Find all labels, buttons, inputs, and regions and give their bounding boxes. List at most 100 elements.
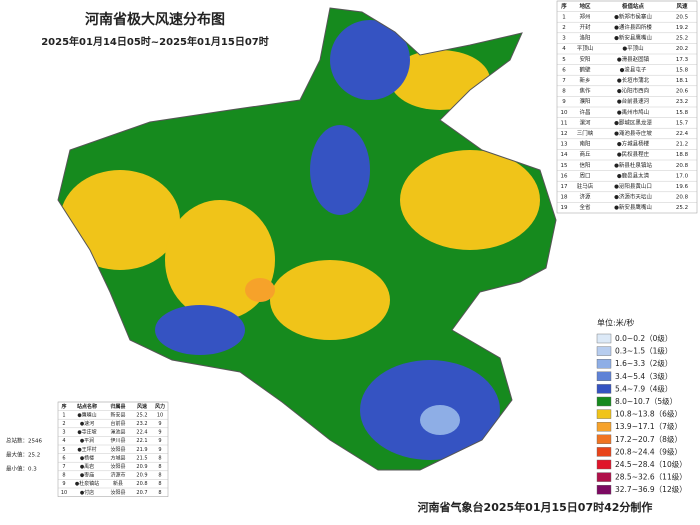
legend-swatch <box>596 459 612 470</box>
table-cell: 洛阳 <box>579 34 590 42</box>
table-cell: 17.3 <box>676 57 689 63</box>
table-cell: 23.2 <box>136 421 147 427</box>
table-cell: 新安县 <box>110 411 125 418</box>
table-cell: 周口 <box>579 172 590 179</box>
table-header: 序 <box>560 2 567 10</box>
table-cell: 22.4 <box>676 131 689 137</box>
table-cell: 10 <box>157 412 163 418</box>
table-cell: 6 <box>562 67 566 73</box>
table-cell: 25.2 <box>136 412 147 418</box>
table-cell: 20.8 <box>136 481 147 487</box>
table-cell: 南阳 <box>579 140 590 148</box>
table-cell: 6 <box>62 455 65 461</box>
table-cell: 1 <box>62 412 65 418</box>
table-cell: 焦作 <box>579 87 591 95</box>
table-cell: 20.7 <box>136 490 147 496</box>
table-cell: 20.9 <box>136 473 147 479</box>
table-cell: 5 <box>62 447 65 453</box>
station-table: 序 站点名称 归属县 风速 风力 1 ●鹰嘴山 新安县 25.2 10 2 ●速河 台前县 23.2 9 3 ●… <box>57 401 169 497</box>
table-cell: 济源 <box>579 193 591 201</box>
table-cell: 9 <box>62 481 65 487</box>
table-header: 序 <box>60 403 66 410</box>
table-cell: 15.8 <box>676 110 689 116</box>
table-cell: 方城县 <box>110 454 125 461</box>
table-cell: 16 <box>561 173 568 179</box>
table-cell: 漯河 <box>579 118 591 126</box>
table-cell: 8 <box>158 481 161 487</box>
legend-label: 0.0~0.2（0级） <box>615 333 672 343</box>
table-cell: 8 <box>158 464 161 470</box>
table-cell: 汝阳县 <box>110 489 125 496</box>
table-cell: ●枣庙 <box>80 472 94 479</box>
table-cell: 三门峡 <box>577 129 594 137</box>
table-cell: 2 <box>562 25 566 31</box>
table-cell: 10 <box>561 110 568 116</box>
table-cell: 18.8 <box>676 152 689 158</box>
table-cell: ●平顶山 <box>622 44 643 52</box>
stats: 总站数：2546 最大值：25.2 最小值：0.3 <box>6 437 42 473</box>
table-cell: 22.4 <box>136 430 147 436</box>
table-cell: 18.1 <box>676 78 688 84</box>
legend-label: 20.8~24.4（9级） <box>615 446 682 456</box>
table-cell: 22.1 <box>136 438 147 444</box>
table-cell: ●速河 <box>80 420 94 427</box>
legend-swatch <box>596 434 612 444</box>
table-cell: 19.2 <box>676 25 688 31</box>
table-cell: 新县 <box>113 480 123 487</box>
legend-swatch <box>596 359 612 369</box>
subtitle: 2025年01月14日05时~2025年01月15日07时 <box>41 35 269 48</box>
table-cell: 15 <box>561 163 568 169</box>
table-cell: 信阳 <box>579 161 590 169</box>
table-cell: 8 <box>158 490 161 496</box>
table-cell: 9 <box>158 430 161 436</box>
table-cell: 17 <box>561 184 568 190</box>
table-cell: 渑池县 <box>110 429 125 436</box>
stat: 最小值：0.3 <box>6 465 37 473</box>
table-cell: 安阳 <box>579 55 590 63</box>
table-cell: 1 <box>562 14 566 20</box>
table-cell: 2 <box>62 421 65 427</box>
table-cell: 济源市 <box>110 472 125 479</box>
table-cell: ●浚县屯子 <box>620 65 647 73</box>
table-cell: 郑州 <box>579 12 590 20</box>
legend-swatch <box>596 409 612 419</box>
table-cell: ●寺庄坡 <box>77 429 96 436</box>
legend-swatch <box>596 396 612 407</box>
table-cell: 12 <box>561 131 568 137</box>
province-outline <box>57 7 557 471</box>
table-cell: 13 <box>561 142 568 148</box>
table-cell: ●渑池县寺庄坡 <box>614 129 652 137</box>
table-header: 风速 <box>676 2 688 10</box>
table-cell: 9 <box>158 447 161 453</box>
table-cell: 17.0 <box>676 173 689 179</box>
table-cell: 21.2 <box>676 142 688 148</box>
table-cell: ●鹰嘴山 <box>77 411 96 418</box>
table-cell: ●台前县速河 <box>617 97 650 105</box>
table-cell: 许昌 <box>579 108 590 116</box>
legend-label: 28.5~32.6（11级） <box>615 472 687 482</box>
table-cell: ●新郑市侯寨山 <box>614 12 652 20</box>
table-cell: 15.8 <box>676 67 689 73</box>
table-cell: ●王坪村 <box>77 446 96 453</box>
legend-swatch <box>596 485 612 495</box>
table-cell: 商丘 <box>579 150 591 158</box>
legend-label: 10.8~13.8（6级） <box>615 409 682 419</box>
table-cell: 台前县 <box>110 420 125 427</box>
table-cell: ●长垣市蒲北 <box>617 76 650 84</box>
city-table: 序 地区 极值站点 风速 1 郑州 ●新郑市侯寨山 20.5 2 开封 ●通许县四所楼 19.2 3 洛阳… <box>556 0 698 214</box>
table-cell: 5 <box>562 57 566 63</box>
table-cell: ●民权县程庄 <box>617 150 650 158</box>
table-cell: 3 <box>62 430 65 436</box>
table-header: 站点名称 <box>77 403 97 410</box>
legend-label: 5.4~7.9（4级） <box>615 383 672 393</box>
table-cell: 开封 <box>579 23 591 31</box>
table-cell: 25.2 <box>676 36 688 42</box>
table-cell: 23.2 <box>676 99 688 105</box>
table-cell: ●滑县赵固镇 <box>617 55 650 63</box>
table-cell: 20.9 <box>136 464 147 470</box>
legend-swatch <box>596 371 612 381</box>
legend-label: 13.9~17.1（7级） <box>615 421 682 431</box>
table-cell: ●鹿邑县太清 <box>617 171 650 179</box>
legend-label: 0.3~1.5（1级） <box>615 346 672 356</box>
